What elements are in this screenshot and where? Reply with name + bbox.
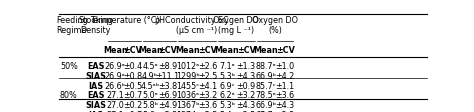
Text: ±4.2: ±4.2 (275, 72, 295, 81)
Text: 26.6ᵇ: 26.6ᵇ (105, 82, 126, 91)
Text: 5.4ᵇ: 5.4ᵇ (219, 111, 235, 112)
Text: 1455ᶜ: 1455ᶜ (176, 82, 200, 91)
Text: Stocking
Density: Stocking Density (78, 16, 113, 35)
Text: 6.2ᵃ: 6.2ᵃ (219, 92, 235, 100)
Text: 1299ᵇ: 1299ᵇ (176, 72, 200, 81)
Text: ±2.6: ±2.6 (199, 62, 218, 71)
Text: EAS: EAS (87, 62, 104, 71)
Text: 26.9ᵃ: 26.9ᵃ (105, 72, 126, 81)
Text: 78.5ᵃ: 78.5ᵃ (255, 92, 276, 100)
Text: 80%: 80% (60, 92, 78, 100)
Text: ±11.1: ±11.1 (155, 72, 180, 81)
Text: ±3.2: ±3.2 (237, 92, 256, 100)
Text: 1374ᵇ: 1374ᵇ (176, 111, 200, 112)
Text: ±4.3: ±4.3 (237, 101, 256, 110)
Text: 4.5ᵃ: 4.5ᵃ (142, 62, 158, 71)
Text: SIAS: SIAS (85, 101, 106, 110)
Text: 27.1: 27.1 (106, 92, 124, 100)
Text: ±CV: ±CV (237, 46, 255, 55)
Text: ±3.6: ±3.6 (199, 101, 218, 110)
Text: 5.0ᵃ: 5.0ᵃ (142, 92, 158, 100)
Text: 66.9ᵇ: 66.9ᵇ (255, 72, 276, 81)
Text: 5.3ᵇ: 5.3ᵇ (219, 72, 235, 81)
Text: ±8.9: ±8.9 (158, 62, 177, 71)
Text: ±0.9: ±0.9 (237, 82, 256, 91)
Text: Mean: Mean (215, 46, 239, 55)
Text: Feeding
Regime: Feeding Regime (56, 16, 88, 35)
Text: 27.1: 27.1 (106, 111, 124, 112)
Text: 1036ᵃ: 1036ᵃ (176, 92, 200, 100)
Text: Mean: Mean (103, 46, 128, 55)
Text: 5.3ᵇ: 5.3ᵇ (219, 101, 235, 110)
Text: 5.6ᵇ: 5.6ᵇ (142, 111, 158, 112)
Text: ±3.5: ±3.5 (237, 111, 256, 112)
Text: IAS: IAS (88, 82, 103, 91)
Text: ±3.3: ±3.3 (275, 111, 295, 112)
Text: Oxygen DO
(%): Oxygen DO (%) (252, 16, 298, 35)
Text: 67.7ᵇ: 67.7ᵇ (255, 111, 276, 112)
Text: 1012ᵃ: 1012ᵃ (176, 62, 200, 71)
Text: 5.8ᵇ: 5.8ᵇ (142, 101, 158, 110)
Text: ±0.2: ±0.2 (123, 101, 142, 110)
Text: 1367ᵇ: 1367ᵇ (176, 101, 200, 110)
Text: ±4.9: ±4.9 (158, 101, 177, 110)
Text: ±6.9: ±6.9 (158, 92, 177, 100)
Text: ±CV: ±CV (123, 46, 142, 55)
Text: ±3.6: ±3.6 (275, 92, 295, 100)
Text: ±3.2: ±3.2 (199, 92, 218, 100)
Text: Mean: Mean (138, 46, 163, 55)
Text: Temperature (°C): Temperature (°C) (90, 16, 159, 25)
Text: 85.7ᶜ: 85.7ᶜ (255, 82, 276, 91)
Text: ±3.8: ±3.8 (158, 82, 177, 91)
Text: 66.9ᵇ: 66.9ᵇ (255, 101, 276, 110)
Text: ±0.8: ±0.8 (123, 72, 142, 81)
Text: ±0.7: ±0.7 (123, 111, 142, 112)
Text: 26.9ᵃ: 26.9ᵃ (105, 62, 126, 71)
Text: 88.7ᵃ: 88.7ᵃ (255, 62, 276, 71)
Text: ±1.0: ±1.0 (275, 62, 295, 71)
Text: 4.5ᵃᵇ: 4.5ᵃᵇ (141, 82, 160, 91)
Text: Conductivity EC
(μS cm ⁻¹): Conductivity EC (μS cm ⁻¹) (165, 16, 229, 35)
Text: SIAS: SIAS (85, 72, 106, 81)
Text: Oxygen DO
(mg L ⁻¹): Oxygen DO (mg L ⁻¹) (213, 16, 259, 35)
Text: ±4.3: ±4.3 (237, 72, 256, 81)
Text: ±1.3: ±1.3 (237, 62, 256, 71)
Text: ±0.5: ±0.5 (123, 82, 142, 91)
Text: 6.9ᶜ: 6.9ᶜ (219, 82, 235, 91)
Text: ±1.1: ±1.1 (275, 82, 295, 91)
Text: ±CV: ±CV (199, 46, 218, 55)
Text: 4.9ᵇ: 4.9ᵇ (142, 72, 158, 81)
Text: 7.1ᵃ: 7.1ᵃ (219, 62, 235, 71)
Text: ±4.3: ±4.3 (275, 101, 295, 110)
Text: pH: pH (154, 16, 165, 25)
Text: ±CV: ±CV (276, 46, 295, 55)
Text: IAS: IAS (88, 111, 103, 112)
Text: 50%: 50% (60, 62, 78, 71)
Text: Mean: Mean (254, 46, 278, 55)
Text: ±2.5: ±2.5 (198, 72, 218, 81)
Text: 27.0: 27.0 (106, 101, 124, 110)
Text: ±CV: ±CV (158, 46, 177, 55)
Text: ±4.1: ±4.1 (199, 82, 218, 91)
Text: ±0.7: ±0.7 (123, 92, 142, 100)
Text: ±5.5: ±5.5 (198, 111, 218, 112)
Text: ±5.2: ±5.2 (158, 111, 177, 112)
Text: ±0.4: ±0.4 (123, 62, 142, 71)
Text: EAS: EAS (87, 92, 104, 100)
Text: Mean: Mean (175, 46, 200, 55)
